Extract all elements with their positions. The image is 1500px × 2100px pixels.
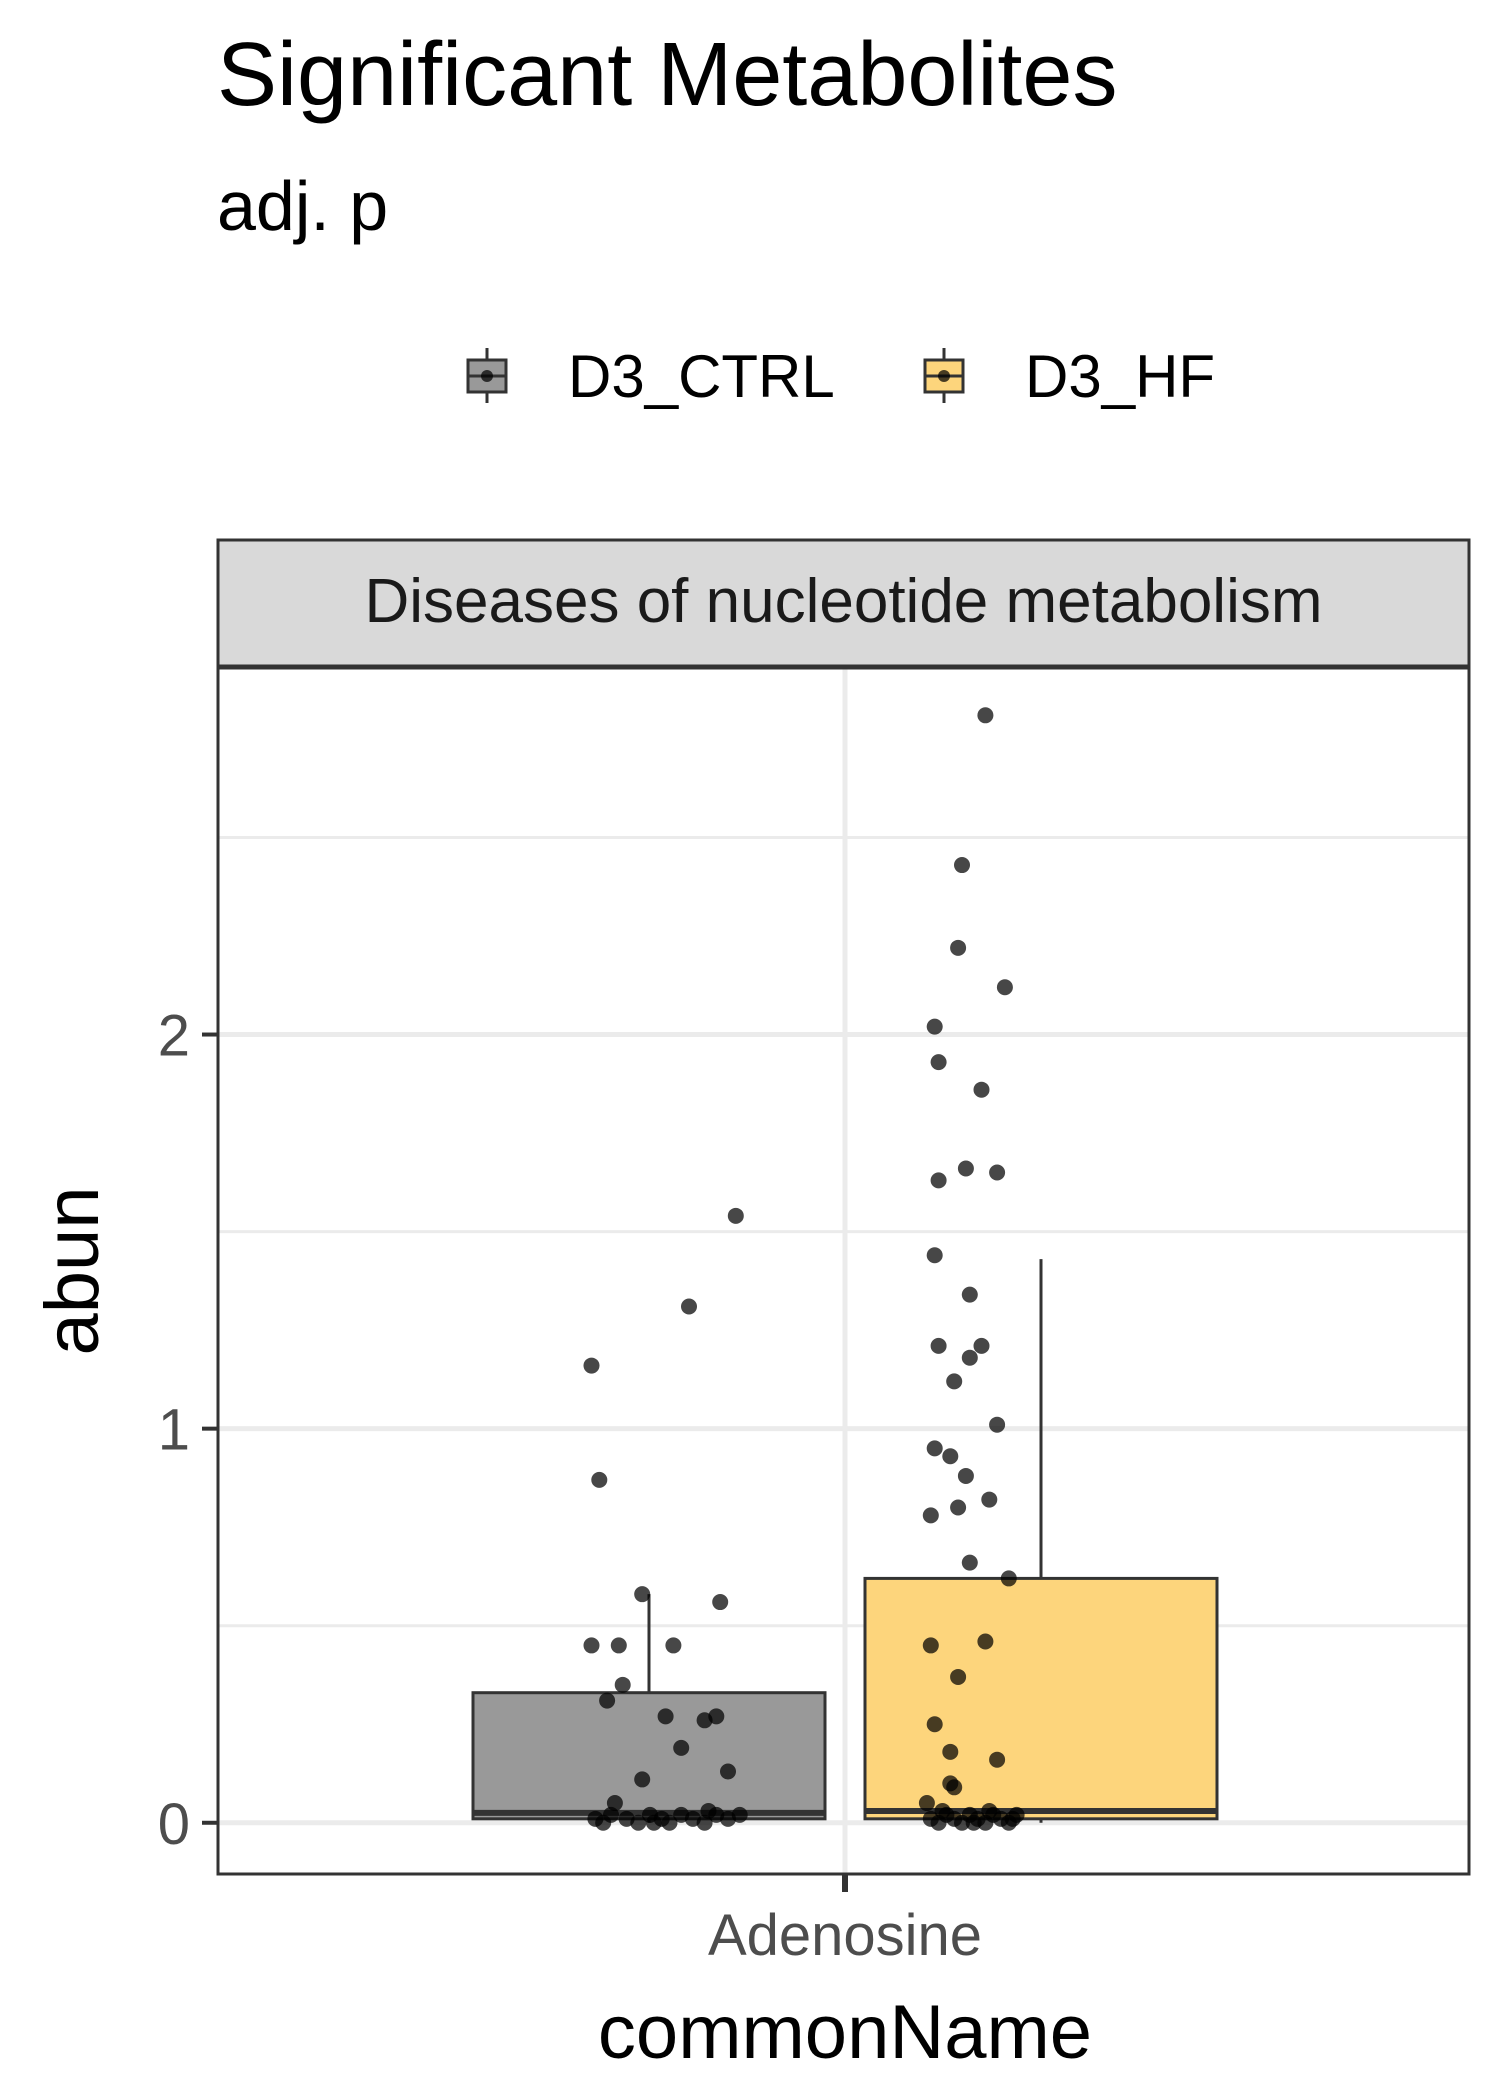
data-point [922, 1637, 939, 1654]
data-point [996, 979, 1013, 996]
data-point [957, 1160, 974, 1177]
data-point [926, 1440, 943, 1457]
data-point [657, 1708, 674, 1725]
legend-label: D3_HF [1025, 343, 1215, 410]
data-point [731, 1806, 748, 1823]
legend-key-point [938, 370, 950, 382]
data-point [946, 1779, 963, 1796]
data-point [610, 1637, 627, 1654]
data-point [981, 1491, 998, 1508]
data-point [950, 1668, 967, 1685]
data-point [630, 1814, 647, 1831]
data-point [989, 1416, 1006, 1433]
data-point [930, 1337, 947, 1354]
data-point [926, 1247, 943, 1264]
data-point [727, 1207, 744, 1224]
data-point [961, 1554, 978, 1571]
data-point [942, 1448, 959, 1465]
data-point [1004, 1810, 1021, 1827]
data-point [950, 939, 967, 956]
data-point [934, 1802, 951, 1819]
data-point [1000, 1570, 1017, 1587]
data-point [954, 857, 970, 874]
data-point [712, 1594, 729, 1611]
data-point [973, 1337, 990, 1354]
data-point [942, 1743, 959, 1760]
chart-subtitle: adj. p [217, 167, 389, 245]
data-point [583, 1637, 600, 1654]
data-point [989, 1164, 1006, 1181]
data-point [661, 1814, 678, 1831]
legend-item: D3_HF [923, 343, 1215, 410]
data-point [918, 1795, 935, 1812]
data-point [634, 1771, 651, 1788]
legend: D3_CTRL D3_HF [466, 343, 1215, 410]
box-d3-hf [863, 1576, 1219, 1821]
data-point [673, 1739, 690, 1756]
data-point [989, 1751, 1006, 1768]
x-tick-label: Adenosine [708, 1903, 982, 1968]
data-point [961, 1349, 978, 1366]
data-point [981, 1802, 998, 1819]
data-point [965, 1814, 982, 1831]
data-point [696, 1712, 713, 1729]
data-point [977, 707, 994, 724]
data-point [681, 1298, 697, 1315]
legend-key-point [481, 370, 493, 382]
data-point [973, 1081, 990, 1098]
y-tick-label: 0 [158, 1792, 190, 1857]
y-axis-title: abun [30, 1186, 115, 1355]
data-point [614, 1676, 631, 1693]
data-point [930, 1054, 947, 1071]
data-point [595, 1814, 612, 1831]
data-point [599, 1692, 616, 1709]
data-point [583, 1357, 600, 1374]
data-point [950, 1499, 967, 1516]
data-point [926, 1018, 943, 1035]
box-d3-ctrl [471, 1691, 827, 1821]
y-tick-label: 2 [158, 1004, 190, 1069]
data-point [645, 1814, 662, 1831]
data-point [720, 1763, 736, 1780]
legend-item: D3_CTRL [466, 343, 835, 410]
facet-label: Diseases of nucleotide metabolism [364, 567, 1322, 636]
data-point [700, 1802, 717, 1819]
chart-title: Significant Metabolites [217, 25, 1118, 125]
data-point [930, 1172, 947, 1189]
data-point [946, 1373, 963, 1390]
data-point [591, 1471, 608, 1488]
data-point [961, 1286, 978, 1303]
data-point [926, 1716, 943, 1733]
data-point [634, 1586, 651, 1603]
x-axis-title: commonName [598, 1990, 1092, 2075]
y-tick-label: 1 [158, 1398, 190, 1463]
data-point [977, 1633, 994, 1650]
data-point [957, 1467, 974, 1484]
data-point [665, 1637, 682, 1654]
data-point [922, 1507, 939, 1524]
legend-label: D3_CTRL [568, 343, 835, 410]
